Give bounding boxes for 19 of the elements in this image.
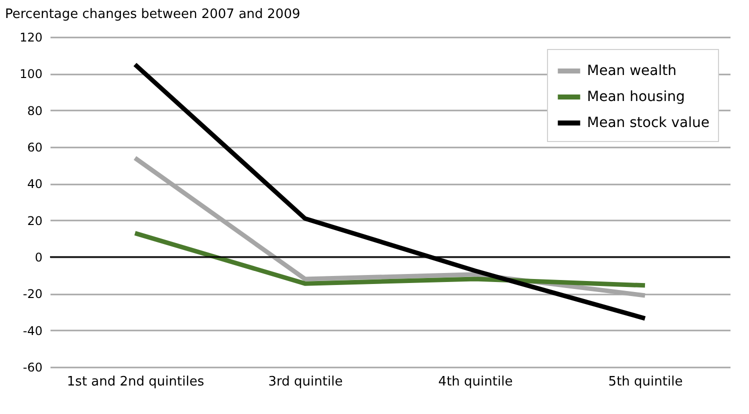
y-tick-label: -20 [22,287,42,302]
x-tick-label: 5th quintile [608,374,683,390]
x-tick-label: 1st and 2nd quintiles [66,374,204,390]
y-tick-label: 20 [27,214,42,228]
legend-label: Mean wealth [587,63,676,79]
y-tick-label: -40 [22,324,42,338]
legend-label: Mean stock value [587,115,710,131]
line-series [132,230,648,288]
y-tick-label: 100 [20,67,42,82]
y-tick-label: 60 [27,140,42,154]
y-tick-label: -60 [22,360,42,374]
y-tick-label: 120 [20,30,42,44]
x-tick-label: 3rd quintile [268,374,343,390]
y-tick-label: 40 [27,177,42,192]
y-tick-label: 80 [27,104,42,118]
legend-label: Mean housing [587,89,685,105]
chart-title: Percentage changes between 2007 and 2009 [5,7,300,22]
y-tick-label: 0 [34,250,42,264]
x-tick-label: 4th quintile [438,374,513,390]
